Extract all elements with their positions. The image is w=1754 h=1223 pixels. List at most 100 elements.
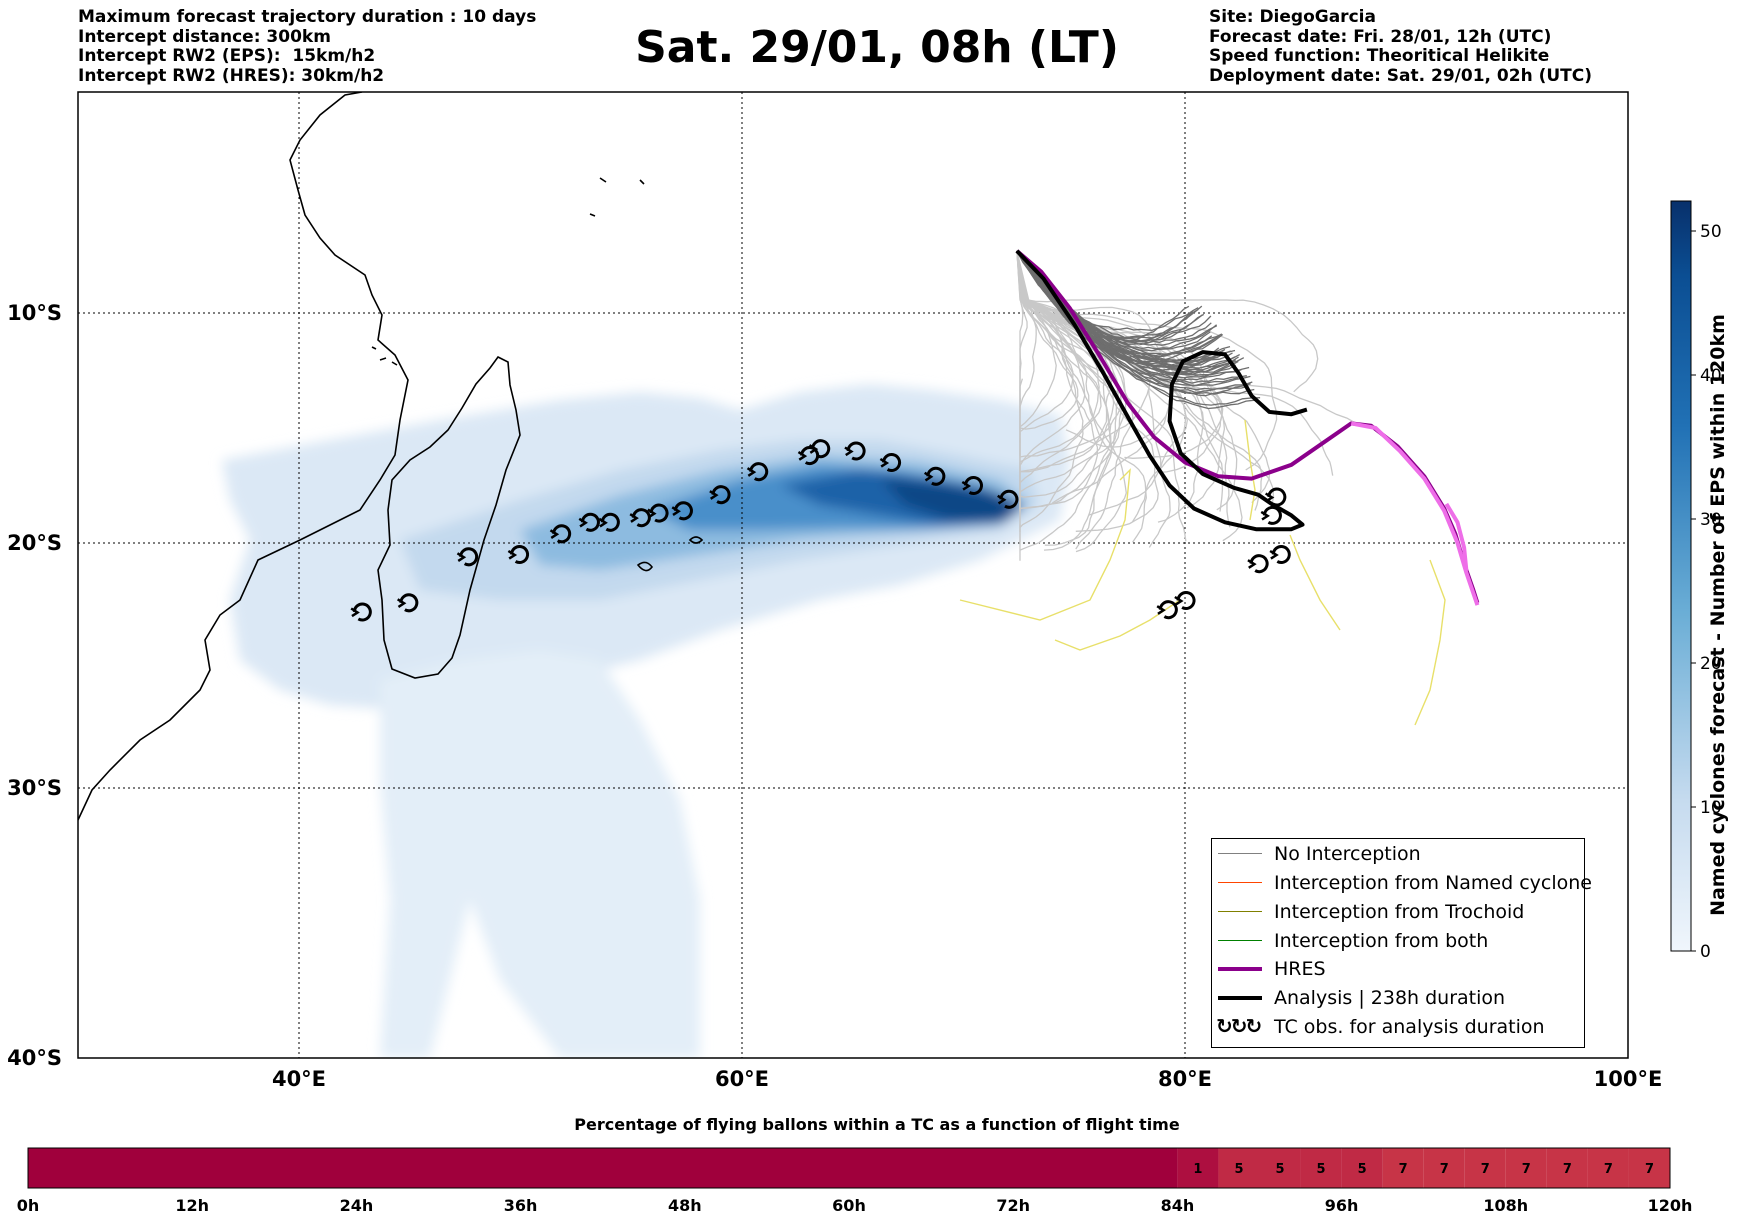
eps-trajectory-dark (1016, 250, 1203, 346)
bar-cell-value: 5 (1276, 1162, 1285, 1177)
bar-cell-value: 7 (1481, 1162, 1490, 1177)
tc-observation-icon (879, 453, 902, 472)
seychelles-coastline (589, 177, 645, 217)
lon-tick-label: 80°E (1158, 1067, 1212, 1091)
africa-coastline (78, 92, 409, 821)
flight-time-bar: 1 5 5 5 5 7 7 7 7 7 7 7 (27, 1147, 1671, 1189)
lat-tick-label: 20°S (7, 531, 62, 555)
tc-observation-icon (1247, 554, 1269, 574)
hres-track-extension (1350, 421, 1480, 606)
legend-label: Interception from Named cyclone (1274, 872, 1592, 894)
eps-trajectory-dark (1016, 250, 1239, 374)
trochoid-trajectory (1244, 419, 1256, 521)
eps-trajectory-dark (1016, 250, 1231, 363)
legend-label: No Interception (1274, 843, 1421, 865)
header-left-line: Intercept distance: 300km (78, 26, 331, 47)
legend-item: Interception from Trochoid (1212, 899, 1584, 925)
bar-cell (1300, 1148, 1342, 1188)
bar-cell (1177, 1148, 1219, 1188)
bar-cell-value: 5 (1358, 1162, 1367, 1177)
eps-trajectory-light (1016, 250, 1159, 532)
tc-observation-icon (507, 545, 530, 564)
tc-observation-icon (350, 602, 372, 622)
tc-observation-icon (808, 439, 831, 459)
bar-cell (1546, 1148, 1588, 1188)
page-title: Sat. 29/01, 08h (LT) (635, 22, 1119, 73)
tc-observation-icon (1156, 600, 1178, 620)
lat-tick-label: 30°S (7, 776, 62, 800)
bar-cell (1587, 1148, 1629, 1188)
legend-label: Analysis | 238h duration (1274, 987, 1506, 1009)
tc-observation-icon (549, 524, 572, 544)
bar-tick-label: 36h (504, 1196, 538, 1215)
trochoid-trajectory (959, 468, 1131, 621)
bar-cell (1341, 1148, 1383, 1188)
eps-trajectory-light (1016, 250, 1102, 512)
legend-swatch (1218, 853, 1262, 854)
bar-tick-label: 84h (1161, 1196, 1195, 1215)
legend-item: HRES (1212, 956, 1584, 982)
bar-cell (1218, 1148, 1260, 1188)
header-left-line: Maximum forecast trajectory duration : 1… (78, 7, 537, 27)
colorbar (1670, 200, 1692, 952)
legend-label: Interception from both (1274, 930, 1489, 952)
bar-cell-value: 5 (1317, 1162, 1326, 1177)
legend-swatch (1218, 967, 1262, 971)
eps-density-field (222, 384, 1070, 1058)
eps-trajectory-light (1016, 250, 1115, 498)
madagascar-coastline (377, 355, 521, 679)
header-left-line: Intercept RW2 (HRES): 30km/h2 (78, 65, 385, 86)
bar-tick-label: 72h (996, 1196, 1030, 1215)
bar-tick-label: 108h (1483, 1196, 1528, 1215)
legend-swatch (1218, 996, 1262, 1000)
legend-item: ↻↻↻ TC obs. for analysis duration (1212, 1014, 1584, 1040)
eps-trajectory-dark (1016, 250, 1190, 339)
tc-observation-markers (350, 439, 1291, 622)
eps-trajectories (959, 249, 1480, 726)
legend-label: TC obs. for analysis duration (1274, 1016, 1545, 1038)
bar-tick-label: 60h (832, 1196, 866, 1215)
bar-cell-value: 7 (1522, 1162, 1531, 1177)
eps-trajectory-light (1016, 250, 1099, 509)
coastlines (78, 92, 704, 821)
bar-cell (1423, 1148, 1465, 1188)
colorbar-tick-label: 30 (1700, 510, 1722, 530)
bar-tick-label: 48h (668, 1196, 702, 1215)
bar-cell (28, 1148, 1178, 1188)
lon-tick-label: 40°E (272, 1067, 326, 1091)
tc-observation-icon (396, 593, 419, 613)
legend-item: No Interception (1212, 841, 1584, 867)
bar-cell-value: 7 (1604, 1162, 1613, 1177)
header-right-line: Speed function: Theoritical Helikite (1209, 46, 1550, 66)
eps-trajectory-light (1016, 250, 1243, 542)
tc-observation-icon (961, 476, 983, 495)
bar-cell-value: 7 (1399, 1162, 1408, 1177)
tc-observation-icon (797, 446, 820, 466)
bar-cell-value: 1 (1193, 1162, 1202, 1177)
header-right-info: Site: DiegoGarcia Forecast date: Fri. 28… (1209, 7, 1592, 86)
cyclone-symbol-icon: ↻↻↻ (1216, 1014, 1262, 1038)
tc-observation-icon (1260, 505, 1282, 525)
bar-cell (1628, 1148, 1670, 1188)
tc-observation-icon (629, 508, 651, 528)
map-gridlines (78, 92, 1628, 1058)
lat-tick-label: 40°S (7, 1046, 62, 1070)
trochoid-trajectory (1289, 534, 1341, 631)
legend-label: Interception from Trochoid (1274, 901, 1525, 923)
tc-observation-icon (1174, 591, 1196, 610)
eps-trajectory-light (1016, 250, 1112, 551)
bar-cell (1382, 1148, 1424, 1188)
tc-observation-icon (1269, 545, 1291, 564)
bar-tick-label: 96h (1325, 1196, 1359, 1215)
header-right-line: Site: DiegoGarcia (1209, 7, 1376, 27)
flight-time-bar-title: Percentage of flying ballons within a TC… (574, 1115, 1180, 1134)
legend-swatch (1218, 882, 1262, 883)
header-left-info: Maximum forecast trajectory duration : 1… (78, 7, 537, 86)
legend-item: Analysis | 238h duration (1212, 985, 1584, 1011)
map-legend: No Interception Interception from Named … (1211, 838, 1592, 1048)
tc-observation-icon (598, 512, 620, 532)
hres-track-extension (1444, 502, 1469, 571)
bar-cell-value: 7 (1563, 1162, 1572, 1177)
colorbar-tick-label: 40 (1700, 366, 1722, 386)
